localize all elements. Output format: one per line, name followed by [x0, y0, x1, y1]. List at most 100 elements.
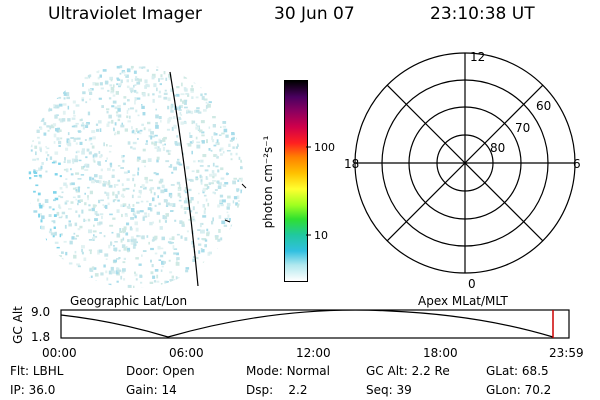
emission-dot [30, 121, 34, 124]
emission-dot [65, 178, 68, 180]
emission-dot [117, 105, 121, 109]
emission-dot [66, 82, 69, 87]
emission-dot [171, 126, 174, 131]
emission-dot [46, 157, 48, 161]
emission-dot [103, 264, 106, 268]
emission-dot [32, 101, 35, 106]
emission-dot [207, 165, 210, 168]
emission-dot [224, 105, 228, 108]
emission-dot [237, 269, 240, 273]
emission-dot [47, 74, 50, 78]
emission-dot [133, 211, 136, 215]
emission-dot [185, 207, 190, 210]
emission-dot [227, 214, 230, 218]
emission-dot [71, 236, 75, 240]
emission-dot [92, 136, 96, 140]
emission-dot [163, 261, 166, 264]
emission-dot [152, 98, 155, 103]
emission-dot [121, 183, 124, 187]
emission-dot [70, 137, 75, 139]
emission-dot [196, 169, 200, 173]
emission-dot [180, 284, 183, 287]
emission-dot [158, 78, 160, 82]
emission-dot [184, 237, 188, 241]
time-tick-2359: 23:59 [549, 346, 584, 360]
emission-dot [200, 120, 205, 124]
emission-dot [116, 280, 119, 283]
emission-dot [112, 217, 116, 220]
emission-dot [191, 240, 195, 245]
emission-dot [93, 267, 97, 270]
emission-dot [48, 230, 53, 234]
emission-dot [63, 90, 66, 94]
emission-dot [213, 173, 217, 176]
emission-dot [237, 217, 240, 220]
emission-dot [191, 120, 193, 125]
emission-dot [61, 211, 66, 215]
emission-dot [120, 167, 124, 169]
emission-dot [70, 173, 74, 176]
emission-dot [204, 239, 208, 242]
time-tick-0600: 06:00 [169, 346, 204, 360]
emission-dot [54, 197, 59, 201]
emission-dot [194, 211, 198, 214]
emission-dot [46, 147, 50, 150]
emission-dot [172, 242, 174, 244]
emission-dot [126, 85, 130, 89]
emission-dot [154, 204, 157, 207]
emission-dot [191, 96, 194, 99]
emission-dot [204, 169, 209, 172]
emission-dot [54, 104, 59, 109]
emission-dot [191, 219, 196, 222]
emission-dot [198, 192, 200, 195]
emission-dot [110, 241, 113, 246]
emission-dot [69, 182, 72, 186]
emission-dot [204, 93, 207, 96]
emission-dot [55, 69, 58, 72]
emission-dot [226, 250, 230, 253]
emission-dot [163, 96, 168, 100]
emission-dot [89, 250, 92, 255]
emission-dot [41, 215, 45, 220]
emission-dot [109, 213, 113, 216]
emission-dot [69, 72, 72, 77]
emission-dot [153, 172, 157, 175]
emission-dot [98, 249, 103, 253]
emission-dot [163, 188, 168, 192]
emission-dot [165, 160, 170, 163]
emission-dot [103, 235, 106, 238]
emission-dot [79, 199, 83, 202]
emission-dot [201, 131, 205, 134]
emission-dot [110, 91, 114, 94]
emission-dot [42, 274, 46, 276]
emission-dot [154, 146, 159, 149]
emission-dot [38, 248, 42, 252]
emission-dot [107, 196, 110, 200]
emission-dot [202, 154, 207, 158]
emission-dot [132, 189, 135, 192]
emission-dot [77, 178, 82, 180]
emission-dot [132, 246, 136, 249]
emission-dot [151, 135, 155, 138]
emission-dot [44, 199, 49, 203]
emission-dot [185, 92, 189, 95]
emission-dot [60, 65, 63, 69]
info-glat: GLat: 68.5 [486, 364, 549, 378]
emission-dot [226, 206, 230, 210]
info-gc-alt: GC Alt: 2.2 Re [366, 364, 450, 378]
emission-dot [92, 65, 96, 68]
emission-dot [163, 71, 166, 75]
emission-dot [203, 109, 207, 112]
emission-dot [225, 259, 229, 262]
emission-dot [212, 175, 215, 179]
emission-dot [212, 180, 216, 182]
emission-dot [35, 228, 38, 232]
emission-dot [135, 128, 138, 132]
emission-dot [36, 129, 40, 133]
emission-dot [37, 237, 40, 240]
emission-dot [197, 111, 202, 114]
emission-dot [209, 74, 214, 76]
emission-dot [184, 88, 188, 92]
emission-dot [53, 73, 57, 78]
emission-dot [48, 206, 52, 209]
